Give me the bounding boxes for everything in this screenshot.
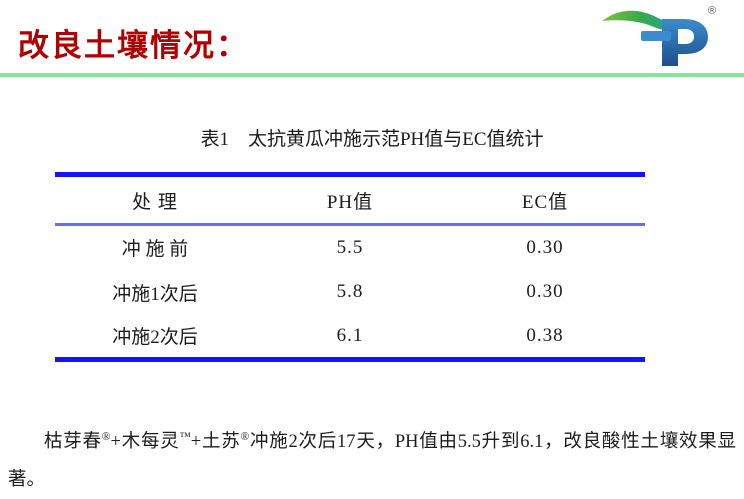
column-header-treatment: 处 理 (132, 191, 178, 213)
registered-trademark-icon: ® (708, 5, 717, 17)
cell-treatment: 冲施1次后 (112, 283, 198, 305)
column-header-ec: EC值 (521, 191, 569, 213)
slide-header: 改良土壤情况： ® (0, 0, 744, 78)
table-header-row: 处 理 PH值 EC值 (55, 174, 645, 225)
cell-ec: 0.38 (526, 324, 564, 346)
trademark-mark: ™ (179, 430, 191, 443)
trademark-mark: ® (101, 430, 111, 443)
conclusion-text-segment-0: 枯芽春 (44, 431, 102, 452)
logo-bar (641, 31, 671, 41)
conclusion-text-segment-4: +土苏 (190, 431, 241, 452)
cell-treatment: 冲 施 前 (121, 239, 189, 261)
conclusion-text-segment-2: +木每灵 (110, 431, 180, 452)
table-row: 冲施1次后 5.8 0.30 (55, 270, 645, 315)
logo-letter-p (662, 19, 708, 66)
table-row: 冲 施 前 5.5 0.30 (55, 225, 645, 270)
cell-ph: 5.8 (336, 281, 364, 302)
cell-ph: 5.5 (336, 236, 364, 258)
cell-ph: 6.1 (336, 324, 364, 346)
company-logo: ® (596, 2, 726, 68)
cell-ec: 0.30 (526, 236, 564, 258)
conclusion-text-segment-6: 冲施2次后17天，PH值由5.5升到6.1，改良酸性土壤效果显著。 (8, 431, 736, 490)
cell-treatment: 冲施2次后 (112, 327, 198, 349)
header-divider (0, 73, 744, 77)
cell-ec: 0.30 (526, 281, 564, 302)
table-header: 处 理 PH值 EC值 (55, 174, 645, 225)
logo-mark (602, 10, 708, 66)
ph-ec-statistics-table: 处 理 PH值 EC值 冲 施 前 5.5 0.30 冲施1次后 5.8 0.3… (55, 172, 645, 362)
trademark-mark: ® (240, 430, 250, 443)
table-caption: 表1 太抗黄瓜冲施示范PH值与EC值统计 (200, 129, 544, 150)
table-row: 冲施2次后 6.1 0.38 (55, 315, 645, 360)
page-title: 改良土壤情况： (18, 28, 249, 64)
table-body: 冲 施 前 5.5 0.30 冲施1次后 5.8 0.30 冲施2次后 6.1 … (55, 225, 645, 360)
column-header-ph: PH值 (326, 191, 374, 213)
conclusion-paragraph: 枯芽春®+木每灵™+土苏®冲施2次后17天，PH值由5.5升到6.1，改良酸性土… (8, 423, 736, 499)
